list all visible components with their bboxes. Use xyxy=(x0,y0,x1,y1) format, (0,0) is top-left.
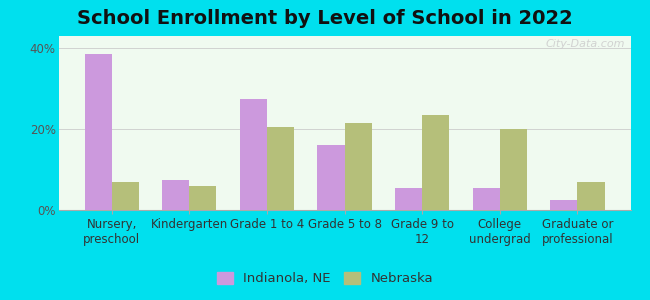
Bar xyxy=(344,123,372,210)
Bar xyxy=(162,180,189,210)
Text: School Enrollment by Level of School in 2022: School Enrollment by Level of School in … xyxy=(77,9,573,28)
Bar xyxy=(473,188,500,210)
Bar xyxy=(189,186,216,210)
Bar xyxy=(112,182,139,210)
Text: City-Data.com: City-Data.com xyxy=(545,40,625,50)
Bar xyxy=(577,182,605,210)
Bar xyxy=(84,54,112,210)
Bar xyxy=(500,129,527,210)
Bar xyxy=(240,99,267,210)
Bar xyxy=(317,145,344,210)
Bar xyxy=(267,127,294,210)
Legend: Indianola, NE, Nebraska: Indianola, NE, Nebraska xyxy=(212,266,438,290)
Bar xyxy=(550,200,577,210)
Bar xyxy=(395,188,422,210)
Bar xyxy=(422,115,449,210)
